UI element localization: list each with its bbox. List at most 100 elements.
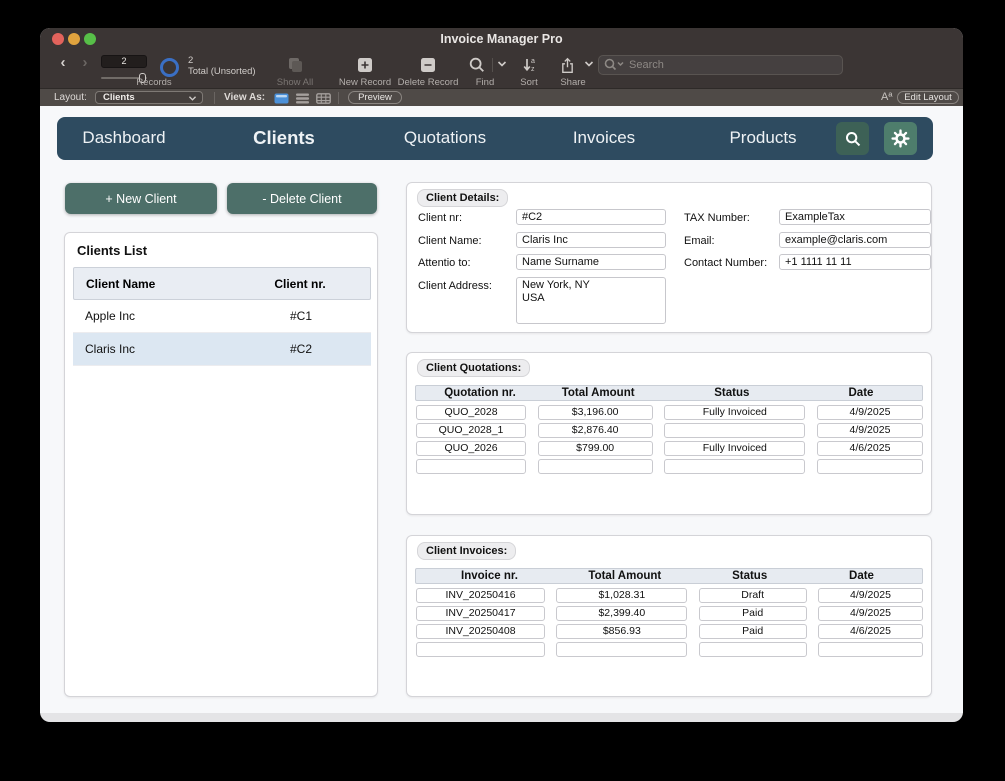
- find-chevron-down-icon[interactable]: [497, 60, 507, 68]
- invoice-nr-field[interactable]: INV_20250417: [416, 606, 545, 621]
- quotation-date-field[interactable]: [816, 459, 923, 474]
- quotation-nr-field[interactable]: [416, 459, 526, 474]
- invoice-date-field[interactable]: 4/9/2025: [817, 588, 923, 603]
- list-view-icon[interactable]: [295, 93, 310, 104]
- invoice-nr-field[interactable]: INV_20250408: [416, 624, 545, 639]
- status-toolbar: ‹ › 2 2 Total (Unsorted) Records Show Al…: [40, 50, 963, 88]
- delete-client-button[interactable]: - Delete Client: [227, 183, 377, 214]
- invoice-date-field[interactable]: 4/6/2025: [817, 624, 923, 639]
- invoice-amount-field[interactable]: $856.93: [556, 624, 688, 639]
- attention-to-field[interactable]: Name Surname: [516, 254, 666, 270]
- quotation-nr-field[interactable]: QUO_2028_1: [416, 423, 526, 438]
- previous-record-button[interactable]: ‹: [60, 54, 66, 71]
- quotation-date-field[interactable]: 4/9/2025: [816, 405, 923, 420]
- nav-item-clients[interactable]: Clients: [253, 127, 315, 148]
- record-slider-thumb[interactable]: [139, 73, 146, 83]
- svg-text:a: a: [531, 58, 535, 65]
- nav-item-invoices[interactable]: Invoices: [572, 128, 636, 147]
- quotation-nr-column-header: Quotation nr.: [444, 387, 516, 399]
- quotation-nr-field[interactable]: QUO_2028: [416, 405, 526, 420]
- client-list-row[interactable]: Apple Inc #C1: [73, 300, 371, 333]
- zoom-window-button[interactable]: [84, 33, 96, 45]
- email-field[interactable]: example@claris.com: [779, 232, 931, 248]
- new-record-button[interactable]: [345, 55, 385, 75]
- client-list-row-selected[interactable]: Claris Inc #C2: [73, 333, 371, 366]
- form-view-icon[interactable]: [274, 93, 289, 104]
- current-record-input[interactable]: 2: [101, 55, 147, 68]
- sort-button[interactable]: a z: [509, 55, 549, 75]
- client-name-column-header: Client Name: [86, 276, 156, 291]
- show-all-button[interactable]: [275, 55, 315, 75]
- record-total: 2: [188, 55, 194, 66]
- quotation-date-field[interactable]: 4/9/2025: [816, 423, 923, 438]
- invoice-nr-field[interactable]: INV_20250416: [416, 588, 545, 603]
- client-name-field[interactable]: Claris Inc: [516, 232, 666, 248]
- edit-layout-button[interactable]: Edit Layout: [897, 91, 959, 104]
- tax-number-field[interactable]: ExampleTax: [779, 209, 931, 225]
- minimize-window-button[interactable]: [68, 33, 80, 45]
- layout-popup[interactable]: Clients: [95, 91, 203, 104]
- quotation-amount-field[interactable]: $3,196.00: [537, 405, 653, 420]
- find-button[interactable]: [457, 55, 497, 75]
- text-formatting-icon[interactable]: Aª: [881, 91, 893, 103]
- contact-number-label: Contact Number:: [684, 257, 768, 269]
- client-nr-field[interactable]: #C2: [516, 209, 666, 225]
- share-button[interactable]: [547, 55, 587, 75]
- invoice-date-field[interactable]: 4/9/2025: [817, 606, 923, 621]
- invoice-status-field[interactable]: Paid: [698, 624, 807, 639]
- layout-bar: Layout: Clients View As:: [40, 88, 963, 106]
- sort-az-icon: a z: [523, 58, 535, 73]
- invoice-status-field[interactable]: Paid: [698, 606, 807, 621]
- clients-list-title: Clients List: [77, 243, 148, 258]
- invoice-nr-field[interactable]: [416, 642, 545, 657]
- nav-item-quotations[interactable]: Quotations: [403, 128, 487, 147]
- quotation-row: QUO_2028 $3,196.00 Fully Invoiced 4/9/20…: [416, 405, 923, 420]
- quotation-status-field[interactable]: Fully Invoiced: [664, 405, 806, 420]
- plus-square-icon: [358, 58, 372, 72]
- client-address-field[interactable]: New York, NY USA: [516, 277, 666, 324]
- quotation-status-field[interactable]: Fully Invoiced: [664, 441, 806, 456]
- share-chevron-down-icon[interactable]: [584, 60, 594, 68]
- search-chevron-icon: [604, 58, 624, 71]
- find-label: Find: [475, 77, 495, 88]
- window-title: Invoice Manager Pro: [440, 32, 563, 46]
- invoice-amount-field[interactable]: [556, 642, 688, 657]
- quotation-status-field[interactable]: [664, 423, 806, 438]
- layout-popup-value: Clients: [103, 92, 135, 103]
- toolbar-search-input[interactable]: [598, 55, 843, 75]
- client-name-cell: Apple Inc: [85, 309, 136, 323]
- client-nr-cell: #C1: [289, 309, 312, 323]
- table-view-icon[interactable]: [316, 92, 331, 104]
- quotation-row: QUO_2028_1 $2,876.40 4/9/2025: [416, 423, 923, 438]
- invoice-row: INV_20250417 $2,399.40 Paid 4/9/2025: [416, 606, 923, 621]
- quotation-date-field[interactable]: 4/6/2025: [816, 441, 923, 456]
- nav-search-button[interactable]: [836, 122, 869, 155]
- delete-record-button[interactable]: [408, 55, 448, 75]
- client-name-label: Client Name:: [418, 235, 482, 247]
- next-record-button[interactable]: ›: [82, 54, 88, 71]
- nav-item-dashboard[interactable]: Dashboard: [82, 128, 166, 147]
- quotation-row-empty: [416, 459, 923, 474]
- found-set-pie-button[interactable]: [160, 58, 179, 77]
- invoice-amount-field[interactable]: $1,028.31: [556, 588, 688, 603]
- contact-number-field[interactable]: +1 1111 11 11: [779, 254, 931, 270]
- invoice-amount-field[interactable]: $2,399.40: [556, 606, 688, 621]
- quotation-amount-field[interactable]: $2,876.40: [537, 423, 653, 438]
- preview-button[interactable]: Preview: [348, 91, 402, 104]
- quotation-nr-field[interactable]: QUO_2026: [416, 441, 526, 456]
- attention-to-label: Attentio to:: [418, 257, 471, 269]
- record-slider[interactable]: [101, 73, 147, 83]
- invoice-status-field[interactable]: [698, 642, 807, 657]
- new-client-button[interactable]: + New Client: [65, 183, 217, 214]
- share-icon: [561, 57, 573, 73]
- client-quotations-title: Client Quotations:: [417, 359, 531, 377]
- invoice-date-field[interactable]: [817, 642, 923, 657]
- close-window-button[interactable]: [52, 33, 64, 45]
- invoice-status-field[interactable]: Draft: [698, 588, 807, 603]
- quotation-status-field[interactable]: [664, 459, 806, 474]
- quotation-amount-field[interactable]: $799.00: [537, 441, 653, 456]
- invoice-row: INV_20250408 $856.93 Paid 4/6/2025: [416, 624, 923, 639]
- quotation-amount-field[interactable]: [537, 459, 653, 474]
- nav-item-products[interactable]: Products: [729, 128, 797, 147]
- nav-settings-button[interactable]: [884, 122, 917, 155]
